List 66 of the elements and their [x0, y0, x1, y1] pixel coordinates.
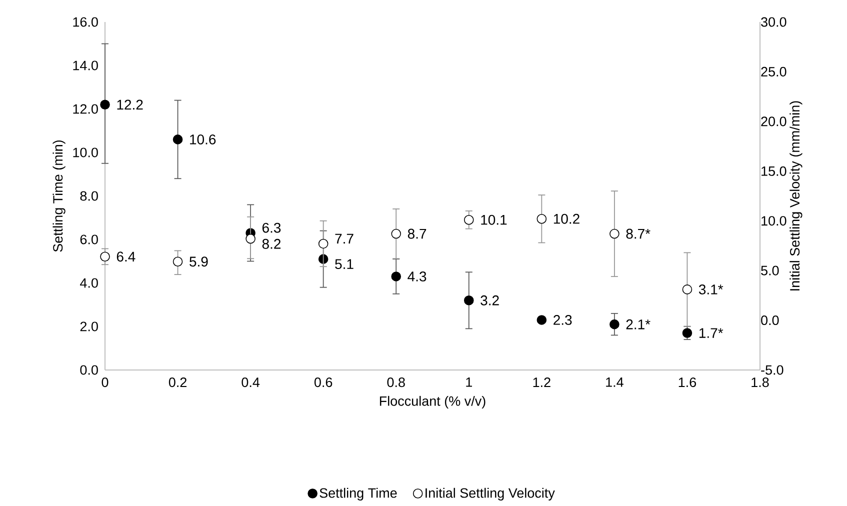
y-tick-label: 10.0 — [73, 148, 98, 158]
y-tick-label: 4.0 — [80, 278, 98, 288]
x-tick-label: 0.6 — [314, 378, 332, 388]
point — [100, 100, 110, 110]
point — [464, 214, 474, 225]
data-label: 5.9 — [190, 256, 208, 267]
y2-tick-label: 0.0 — [761, 316, 779, 326]
y-tick-label: 0.0 — [80, 365, 98, 375]
data-label: 5.1 — [335, 259, 354, 270]
y2-tick-label: 25.0 — [761, 66, 786, 76]
point — [246, 234, 256, 244]
legend-label: Settling Time — [320, 488, 397, 500]
data-label: 6.3 — [262, 222, 281, 233]
data-label: 2.1* — [626, 319, 650, 330]
point — [391, 272, 402, 282]
x-axis-title: Flocculant (% v/v) — [380, 396, 486, 409]
y-axis-title: Settling Time (min) — [52, 140, 66, 252]
x-tick-label: 0.4 — [242, 378, 260, 388]
x-tick-label: 0.8 — [387, 378, 405, 388]
point — [100, 252, 110, 262]
x-tick-label: 0 — [102, 378, 108, 388]
point — [464, 295, 474, 306]
x-tick-label: 1.8 — [752, 378, 769, 388]
y-tick-label: 16.0 — [73, 17, 98, 27]
y-tick-label: 2.0 — [80, 322, 98, 332]
point — [391, 228, 402, 239]
data-label: 10.1 — [481, 214, 507, 225]
x-tick-label: 1.2 — [533, 378, 550, 387]
data-label: 4.3 — [408, 272, 426, 282]
y2-tick-label: 15.0 — [762, 166, 786, 176]
data-label: 10.6 — [190, 134, 216, 144]
x-tick-label: 1.6 — [678, 378, 696, 388]
y2-tick-label: 30.0 — [761, 17, 786, 27]
y2-tick-label: -5.0 — [761, 365, 784, 375]
point — [172, 256, 183, 267]
data-label: 8.7* — [626, 228, 650, 239]
data-label: 1.7* — [699, 328, 724, 338]
legend-label: Initial Settling Velocity — [426, 488, 555, 500]
y2-tick-label: 20.0 — [761, 116, 786, 126]
data-label: 8.7 — [408, 228, 426, 239]
data-label: 10.2 — [554, 214, 580, 224]
data-label: 6.4 — [116, 252, 136, 262]
point — [610, 228, 620, 239]
data-label: 3.2 — [480, 295, 499, 306]
point — [536, 315, 547, 325]
y-tick-label: 14.0 — [73, 60, 98, 70]
x-tick-label: 1.4 — [606, 378, 624, 387]
point — [610, 319, 620, 330]
y-tick-label: 12.0 — [73, 104, 98, 114]
point — [682, 284, 692, 294]
y-tick-label: 6.0 — [80, 234, 98, 244]
y2-axis-title: Initial Settling Velocity (mm/min) — [790, 101, 802, 290]
data-label: 12.2 — [117, 100, 143, 110]
data-label: 7.7 — [335, 234, 354, 244]
point — [172, 134, 183, 144]
y-tick-label: 8.0 — [80, 191, 98, 201]
y2-tick-label: 10.0 — [762, 216, 786, 226]
y2-tick-label: 5.0 — [761, 266, 779, 276]
data-label: 2.3 — [554, 315, 572, 325]
data-label: 8.2 — [262, 238, 281, 249]
point — [536, 214, 547, 224]
x-tick-label: 1 — [466, 378, 472, 387]
data-label: 3.1* — [698, 284, 724, 294]
point — [682, 328, 692, 338]
x-tick-label: 0.2 — [168, 378, 186, 388]
point — [318, 238, 328, 249]
